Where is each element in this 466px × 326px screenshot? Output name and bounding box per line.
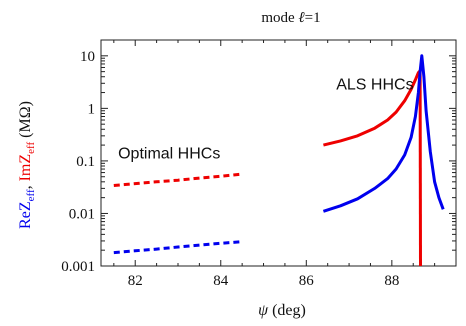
y-axis-label: ReZeff, ImZeff (MΩ) — [17, 101, 37, 229]
tick-group: 82 84 86 88 0.001 0.01 0.1 1 10 — [61, 39, 457, 289]
y-label-sep: , — [17, 181, 34, 189]
x-tick-label: 86 — [299, 273, 315, 289]
y-label-im-sub: eff — [25, 141, 37, 153]
y-label-im: ImZ — [17, 154, 34, 182]
series-group — [113, 54, 445, 267]
annotation-label: ALS HHCs — [336, 76, 413, 93]
x-tick-label: 82 — [128, 273, 143, 289]
chart-title-prefix: mode — [261, 10, 298, 26]
plot-frame — [100, 39, 457, 267]
x-tick-label: 88 — [384, 273, 399, 289]
y-tick-label: 1 — [88, 101, 96, 117]
x-label-symbol: ψ — [258, 302, 269, 319]
y-label-re: ReZ — [17, 201, 34, 229]
x-axis-label: ψ (deg) — [258, 302, 306, 319]
x-tick-label: 84 — [213, 273, 229, 289]
y-label-unit: (MΩ) — [17, 101, 34, 142]
chart-title-suffix: =1 — [305, 10, 321, 26]
series-line-optimal-im — [113, 172, 243, 187]
y-label-re-sub: eff — [25, 189, 37, 201]
series-line-als-re — [322, 54, 445, 213]
y-tick-label: 0.01 — [69, 206, 95, 222]
y-tick-label: 0.001 — [61, 259, 95, 275]
x-label-unit: (deg) — [268, 302, 306, 319]
series-line-als-im — [323, 69, 422, 147]
y-tick-label: 10 — [80, 49, 95, 65]
series-line-optimal-re — [113, 240, 243, 255]
annotation-label: Optimal HHCs — [118, 146, 220, 163]
annotation-group: Optimal HHCs ALS HHCs — [118, 76, 413, 162]
y-tick-label: 0.1 — [76, 154, 95, 170]
chart-title-symbol: ℓ — [298, 10, 304, 26]
chart-title: mode ℓ=1 — [261, 10, 320, 26]
